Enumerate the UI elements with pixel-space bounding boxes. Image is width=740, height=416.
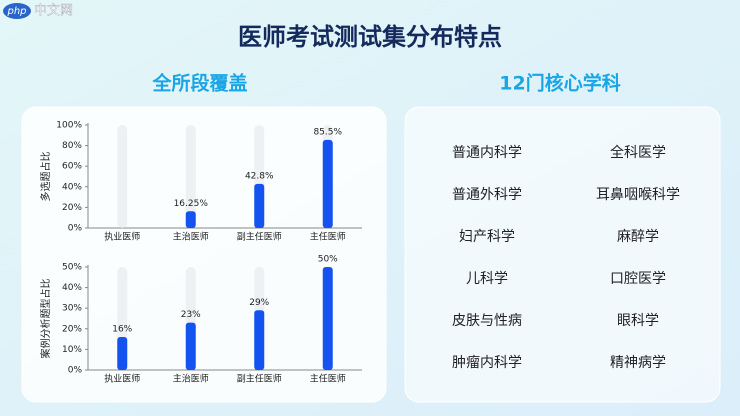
- logo-mark: php: [6, 6, 26, 17]
- value-label: 16%: [112, 325, 132, 335]
- y-tick-label: 40%: [62, 182, 82, 192]
- bar: [322, 267, 333, 370]
- value-label: 16.25%: [174, 199, 209, 209]
- subject: 麻醉学: [617, 229, 659, 245]
- value-label: 50%: [318, 255, 338, 265]
- x-tick-label: 主治医师: [173, 231, 209, 243]
- x-tick-label: 主治医师: [173, 373, 209, 385]
- subject: 普通内科学: [452, 145, 522, 161]
- y-tick-label: 0%: [68, 366, 83, 376]
- x-tick-label: 副主任医师: [237, 231, 282, 243]
- bar-track: [117, 125, 128, 228]
- subject: 口腔医学: [610, 271, 666, 287]
- right-panel: [404, 106, 721, 403]
- y-tick-label: 0%: [68, 224, 83, 234]
- left-panel: [21, 106, 387, 403]
- x-tick-label: 主任医师: [310, 373, 346, 385]
- y-tick-label: 100%: [56, 121, 82, 131]
- y-tick-label: 20%: [62, 203, 82, 213]
- subject: 肿瘤内科学: [452, 354, 522, 371]
- subject: 儿科学: [466, 271, 508, 287]
- bar: [117, 337, 128, 370]
- subject: 妇产科学: [459, 228, 515, 245]
- value-label: 23%: [181, 310, 201, 320]
- y-tick-label: 50%: [62, 263, 82, 273]
- subject: 全科医学: [610, 144, 666, 161]
- subject: 耳鼻咽喉科学: [596, 186, 680, 203]
- subject: 眼科学: [617, 313, 659, 329]
- left-heading: 全所段覆盖: [151, 72, 247, 95]
- x-tick-label: 主任医师: [310, 231, 346, 243]
- x-tick-label: 执业医师: [104, 373, 140, 385]
- logo-text: 中文网: [34, 4, 73, 19]
- y-tick-label: 30%: [62, 304, 82, 314]
- title: 医师考试测试集分布特点: [238, 23, 502, 51]
- value-label: 85.5%: [313, 127, 342, 137]
- bar: [254, 183, 265, 228]
- right-heading: 12门核心学科: [499, 72, 620, 95]
- y-tick-label: 60%: [62, 162, 82, 172]
- x-tick-label: 副主任医师: [237, 373, 282, 385]
- y-tick-label: 20%: [62, 324, 82, 334]
- value-label: 42.8%: [245, 171, 274, 181]
- y-axis-label: 多选题占比: [39, 152, 52, 202]
- x-tick-label: 执业医师: [104, 231, 140, 243]
- bar: [254, 310, 265, 370]
- bar: [322, 139, 333, 228]
- subject: 精神病学: [610, 355, 666, 371]
- bar: [185, 211, 196, 228]
- subject: 皮肤与性病: [452, 313, 522, 329]
- value-label: 29%: [249, 298, 269, 308]
- bar: [185, 322, 196, 370]
- y-tick-label: 40%: [62, 283, 82, 293]
- bar-track: [185, 125, 196, 228]
- y-tick-label: 80%: [62, 141, 82, 151]
- y-axis-label: 案例分析题型占比: [39, 279, 52, 359]
- subject: 普通外科学: [452, 187, 522, 203]
- logo-badge: [3, 3, 31, 19]
- y-tick-label: 10%: [62, 345, 82, 355]
